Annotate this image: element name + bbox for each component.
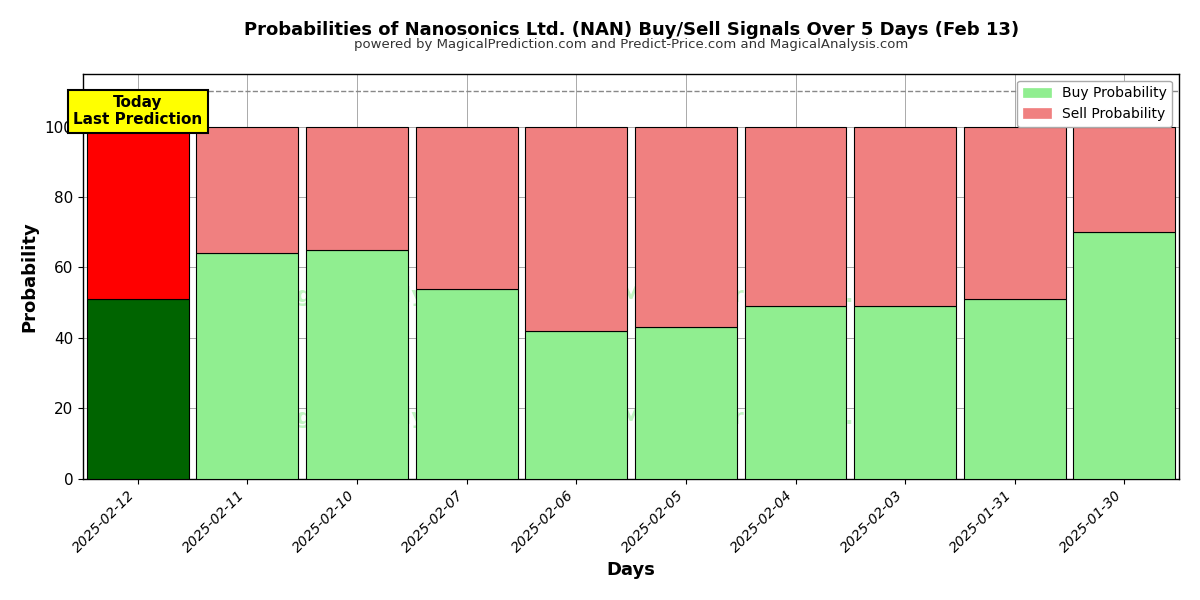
Bar	[854, 306, 956, 479]
Bar	[744, 127, 846, 306]
Bar	[415, 289, 517, 479]
Bar	[526, 127, 628, 331]
Bar	[415, 127, 517, 289]
Bar	[197, 127, 299, 253]
Bar	[197, 253, 299, 479]
Title: Probabilities of Nanosonics Ltd. (NAN) Buy/Sell Signals Over 5 Days (Feb 13): Probabilities of Nanosonics Ltd. (NAN) B…	[244, 21, 1019, 39]
Bar	[635, 327, 737, 479]
Bar	[86, 127, 188, 299]
Bar	[306, 127, 408, 250]
Bar	[744, 306, 846, 479]
Bar	[854, 127, 956, 306]
Text: MagicalAnalysis.com: MagicalAnalysis.com	[259, 286, 521, 307]
Bar	[1073, 127, 1175, 232]
Text: powered by MagicalPrediction.com and Predict-Price.com and MagicalAnalysis.com: powered by MagicalPrediction.com and Pre…	[354, 38, 908, 52]
Bar	[526, 331, 628, 479]
Bar	[306, 250, 408, 479]
Bar	[964, 127, 1066, 299]
Y-axis label: Probability: Probability	[20, 221, 38, 332]
Bar	[86, 299, 188, 479]
Text: Today
Last Prediction: Today Last Prediction	[73, 95, 203, 127]
Bar	[635, 127, 737, 327]
Bar	[1073, 232, 1175, 479]
Legend: Buy Probability, Sell Probability: Buy Probability, Sell Probability	[1018, 80, 1172, 127]
X-axis label: Days: Days	[607, 561, 655, 579]
Text: MagicalPrediction.com: MagicalPrediction.com	[620, 408, 905, 428]
Text: MagicalPrediction.com: MagicalPrediction.com	[620, 286, 905, 307]
Text: MagicalAnalysis.com: MagicalAnalysis.com	[259, 408, 521, 428]
Bar	[964, 299, 1066, 479]
